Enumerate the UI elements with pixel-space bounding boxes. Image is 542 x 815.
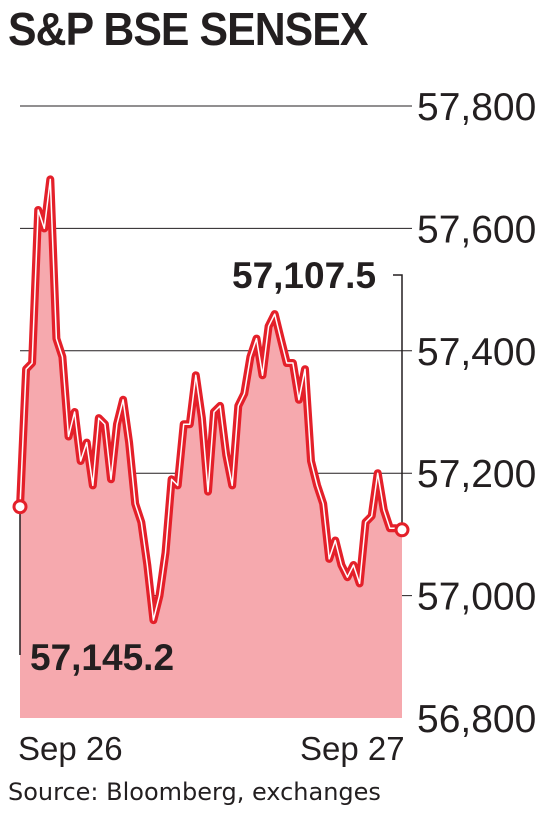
y-tick-label: 57,800 — [417, 86, 536, 129]
annotation-label: 57,107.5 — [232, 255, 376, 296]
end-point-marker — [12, 499, 28, 515]
chart-title: S&P BSE SENSEX — [8, 3, 368, 55]
series-area — [20, 179, 402, 718]
y-axis-ticks: 57,800 57,600 57,400 57,200 57,000 56,800 — [417, 86, 536, 741]
y-tick-label: 56,800 — [417, 698, 536, 741]
annotations: 57,145.2 57,107.5 — [19, 255, 403, 678]
annotation-leader — [393, 274, 403, 528]
y-tick-label: 57,600 — [417, 208, 536, 251]
x-tick-label: Sep 27 — [300, 730, 405, 767]
source-note: Source: Bloomberg, exchanges — [8, 778, 381, 806]
end-markers — [12, 499, 410, 538]
x-axis-ticks: Sep 26 Sep 27 — [18, 730, 405, 767]
y-tick-label: 57,400 — [417, 331, 536, 374]
y-tick-label: 57,200 — [417, 453, 536, 496]
y-tick-label: 57,000 — [417, 576, 536, 619]
x-tick-label: Sep 26 — [18, 730, 123, 767]
annotation-label: 57,145.2 — [30, 637, 174, 678]
end-point-marker — [394, 522, 410, 538]
series-line-highlight — [19, 178, 403, 621]
